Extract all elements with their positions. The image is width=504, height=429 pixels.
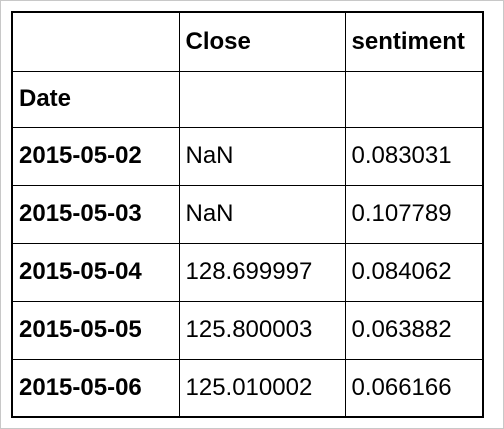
row-index-date: 2015-05-03 (11, 184, 180, 244)
cell-close: 125.010002 (178, 358, 346, 418)
table-row: 2015-05-04 128.699997 0.084062 (11, 242, 484, 302)
column-header-row: Close sentiment (11, 11, 484, 72)
cell-close: 125.800003 (178, 300, 346, 360)
table-row: 2015-05-02 NaN 0.083031 (11, 126, 484, 186)
column-header-sentiment: sentiment (344, 11, 484, 72)
cell-sentiment: 0.107789 (344, 184, 484, 244)
row-index-date: 2015-05-06 (11, 358, 180, 418)
row-index-date: 2015-05-02 (11, 126, 180, 186)
cell-close: NaN (178, 126, 346, 186)
table-row: 2015-05-03 NaN 0.107789 (11, 184, 484, 244)
index-name-header: Date (11, 70, 180, 128)
cell-sentiment: 0.083031 (344, 126, 484, 186)
cell-sentiment: 0.063882 (344, 300, 484, 360)
dataframe-table: Close sentiment Date 2015-05-02 NaN 0.08… (11, 11, 484, 418)
cell-sentiment: 0.066166 (344, 358, 484, 418)
row-index-date: 2015-05-05 (11, 300, 180, 360)
cell-sentiment: 0.084062 (344, 242, 484, 302)
empty-header-cell (178, 70, 346, 128)
table-row: 2015-05-06 125.010002 0.066166 (11, 358, 484, 418)
index-name-row: Date (11, 70, 484, 128)
empty-header-cell (344, 70, 484, 128)
table-row: 2015-05-05 125.800003 0.063882 (11, 300, 484, 360)
cell-close: 128.699997 (178, 242, 346, 302)
corner-header-cell (11, 11, 180, 72)
column-header-close: Close (178, 11, 346, 72)
row-index-date: 2015-05-04 (11, 242, 180, 302)
cell-close: NaN (178, 184, 346, 244)
